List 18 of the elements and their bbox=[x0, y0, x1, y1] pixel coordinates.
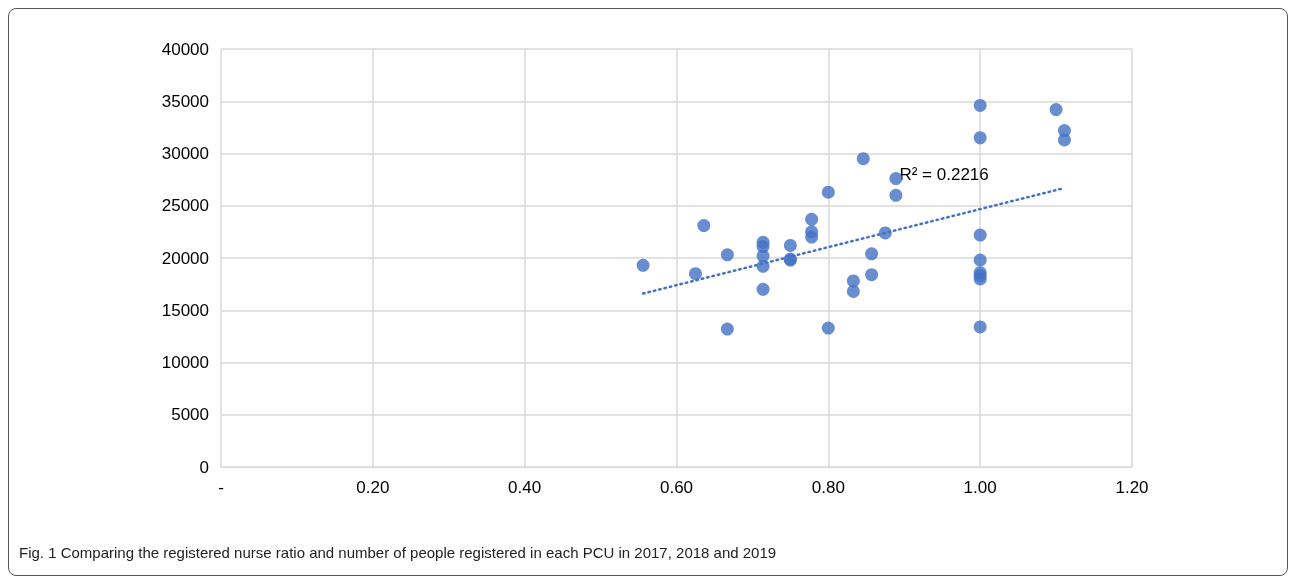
x-tick-label: 0.20 bbox=[356, 478, 390, 497]
y-tick-label: 40000 bbox=[161, 39, 209, 59]
y-tick-label: 20000 bbox=[161, 248, 209, 268]
y-tick-label: 15000 bbox=[161, 300, 209, 320]
y-tick-label: 25000 bbox=[161, 196, 209, 216]
x-tick-label: 1.00 bbox=[963, 478, 997, 497]
caption: Fig. 1 Comparing the registered nurse ratio and number of people registered in each PCU in 2017, 2018 and 2019 bbox=[19, 544, 777, 561]
y-tick-label: 35000 bbox=[161, 91, 209, 111]
y-tick-label: 10000 bbox=[161, 353, 209, 372]
x-tick-label: 1.20 bbox=[1115, 478, 1149, 497]
x-tick-label: 0.40 bbox=[508, 478, 542, 497]
x-tick-label: - bbox=[218, 478, 224, 497]
y-tick-label: 5000 bbox=[171, 405, 209, 425]
y-tick-label: 0 bbox=[199, 457, 209, 477]
y-tick-label: 30000 bbox=[161, 144, 209, 163]
annotation: R² = 0.2216 bbox=[899, 164, 989, 184]
x-tick-label: 0.60 bbox=[659, 478, 694, 497]
x-tick-label: 0.80 bbox=[811, 478, 845, 497]
